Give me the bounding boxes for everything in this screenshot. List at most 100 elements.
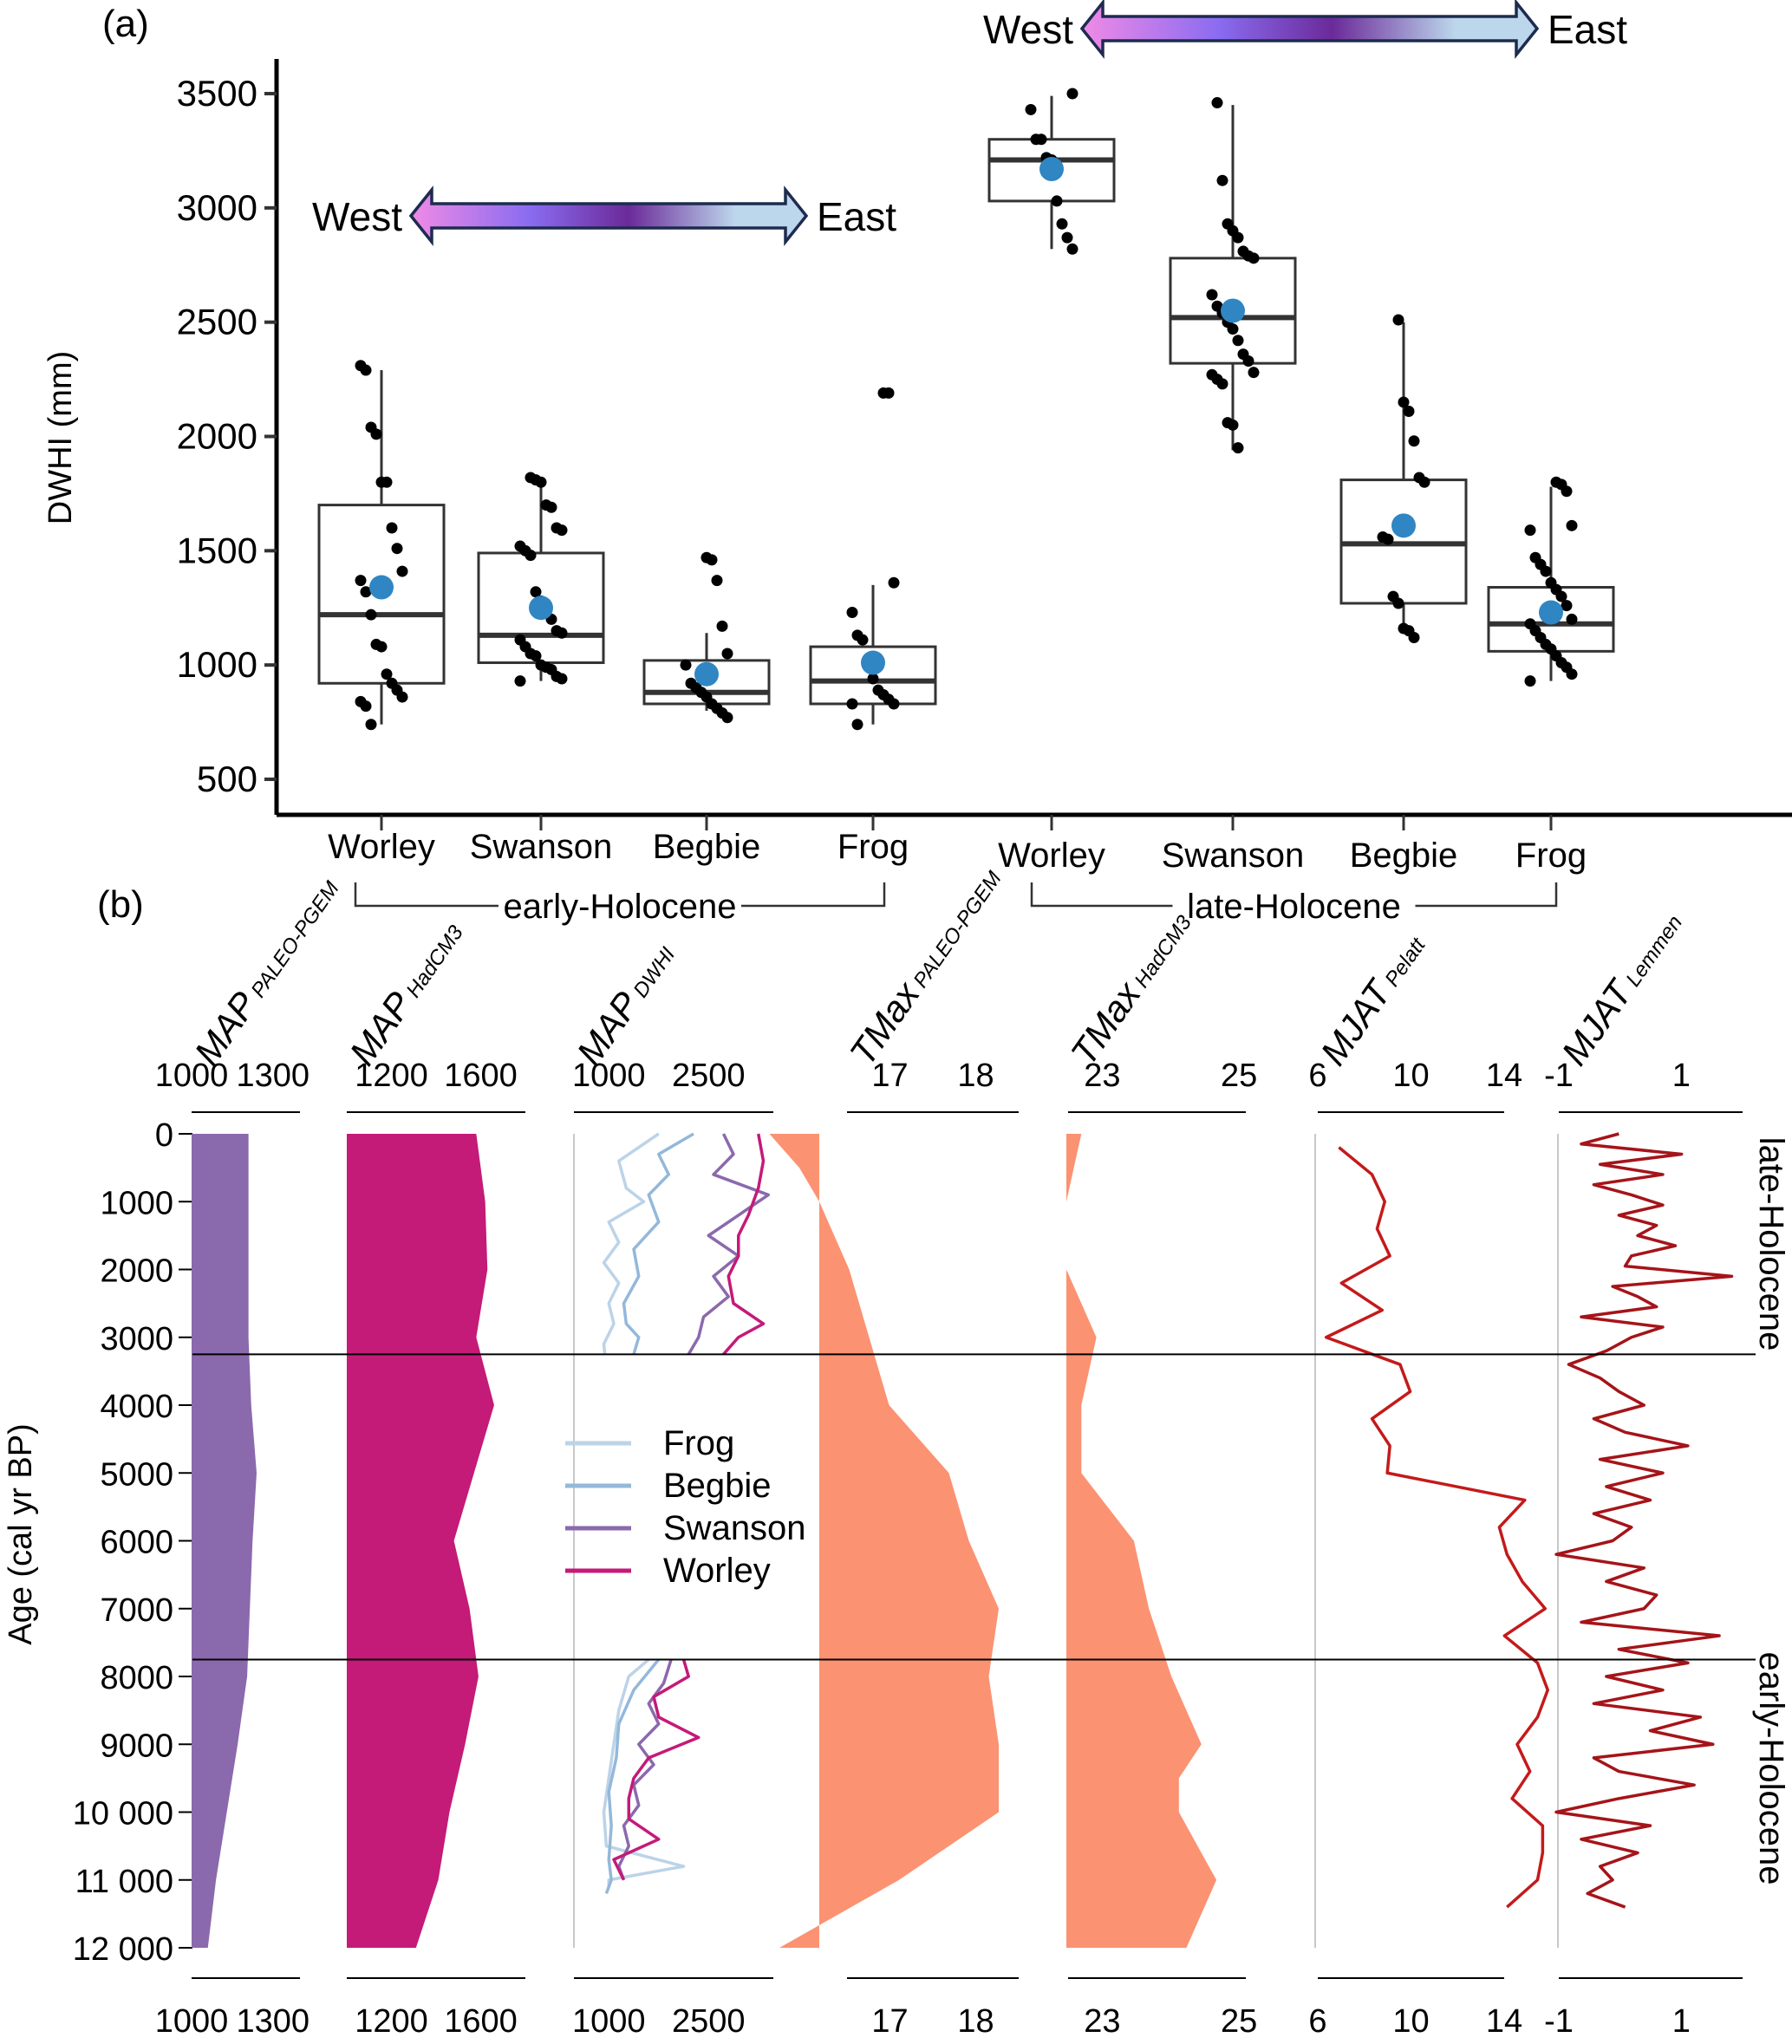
age-tick-label: 4000 xyxy=(100,1389,173,1425)
y-axis-label: DWHI (mm) xyxy=(42,351,79,524)
mean-marker xyxy=(1539,600,1563,625)
data-point xyxy=(396,691,408,703)
data-point xyxy=(1418,476,1430,488)
track-map-hadcm3: MAPHadCM31200160012001600mm xyxy=(342,913,525,2040)
data-point xyxy=(365,609,377,621)
boxplot-3 xyxy=(809,387,937,731)
y-tick-label: 2000 xyxy=(177,416,257,457)
mean-marker xyxy=(529,596,553,621)
west-label: West xyxy=(312,194,402,239)
scale-bar-bottom: 12001600mm xyxy=(347,1977,525,2040)
track-title: MAPHadCM3 xyxy=(342,913,471,1073)
age-tick-label: 6000 xyxy=(100,1525,173,1561)
series-line-begbie xyxy=(604,1658,661,1895)
group-brackets: early-Holocene late-Holocene xyxy=(354,882,1558,926)
mean-marker xyxy=(861,650,885,675)
age-tick-label: 9000 xyxy=(100,1728,173,1764)
scale-tick-label: -1 xyxy=(1544,1058,1574,1094)
scale-bar-bottom: 10001300mm xyxy=(155,1977,310,2040)
age-tick-label: 7000 xyxy=(100,1592,173,1629)
data-point xyxy=(888,576,900,589)
data-point xyxy=(1025,103,1037,115)
data-point xyxy=(355,575,367,587)
bracket-right xyxy=(741,882,886,908)
data-point xyxy=(1566,613,1578,625)
legend-label: Worley xyxy=(663,1552,771,1590)
data-point xyxy=(711,575,723,587)
series-line xyxy=(1324,1146,1549,1909)
data-point xyxy=(1227,419,1239,431)
boxplot-5 xyxy=(1169,97,1297,454)
panel-b-label: (b) xyxy=(97,883,144,926)
west-east-arrows: West East West East xyxy=(312,0,1627,246)
data-point xyxy=(1561,600,1573,612)
boxplots xyxy=(317,88,1615,731)
panel-b: (b) Age (cal yr BP) 0 1000 2000 3000 4000 500… xyxy=(3,867,1790,2040)
scale-tick-label: 1300 xyxy=(236,2003,310,2040)
legend: Frog Begbie Swanson Worley xyxy=(565,1424,806,1590)
data-point xyxy=(1051,195,1063,207)
east-label: East xyxy=(817,194,896,239)
data-point xyxy=(857,634,869,646)
data-point xyxy=(396,565,408,577)
data-point xyxy=(851,719,863,731)
scale-tick-label: 1000 xyxy=(155,2003,229,2040)
data-point xyxy=(721,648,733,660)
area-fill xyxy=(1066,1134,1217,1948)
series-line-swanson xyxy=(687,1133,770,1356)
bracket-right xyxy=(1415,882,1558,908)
scale-tick-label: 1600 xyxy=(444,1058,518,1094)
age-axis: 0 1000 2000 3000 4000 5000 6000 7000 8000 9000 10 … xyxy=(73,1117,193,1968)
data-point xyxy=(846,698,858,710)
group-label: early-Holocene xyxy=(503,888,736,926)
data-point xyxy=(381,668,393,680)
x-tick-label: Frog xyxy=(1515,836,1587,875)
scale-tick-label: 1200 xyxy=(355,1058,428,1094)
arrow-shape xyxy=(408,186,809,246)
scale-tick-label: 17 xyxy=(871,1058,908,1094)
data-point xyxy=(1232,231,1244,244)
data-point xyxy=(1216,174,1228,186)
scale-bar-top: 6 10 14 xyxy=(1308,1058,1522,1113)
scale-tick-label: 23 xyxy=(1084,2003,1120,2040)
mean-marker xyxy=(1391,513,1416,538)
age-tick-label: 12 000 xyxy=(73,1931,173,1968)
scale-tick-label: 14 xyxy=(1486,1058,1522,1094)
scale-tick-label: 1000 xyxy=(572,2003,646,2040)
age-tick-label: 5000 xyxy=(100,1456,173,1493)
x-tick-label: Begbie xyxy=(1350,836,1458,875)
mean-marker xyxy=(694,661,719,687)
data-point xyxy=(1392,597,1404,609)
age-tick-label: 0 xyxy=(155,1117,173,1154)
mean-marker xyxy=(1221,298,1245,323)
data-point xyxy=(1566,668,1578,680)
data-point xyxy=(1540,565,1552,577)
track-title: MAPPALEO-PGEM xyxy=(186,869,346,1072)
data-point xyxy=(1555,590,1567,602)
track-title: MJATPelatt xyxy=(1313,925,1433,1073)
data-point xyxy=(867,673,879,685)
age-tick-label: 8000 xyxy=(100,1660,173,1696)
scale-tick-label: 10 xyxy=(1392,2003,1429,2040)
legend-item: Worley xyxy=(565,1552,771,1590)
track-title-subscript: PALEO-PGEM xyxy=(246,877,343,1002)
data-point xyxy=(888,698,900,710)
east-label: East xyxy=(1548,7,1627,52)
scale-tick-label: 1200 xyxy=(355,2003,428,2040)
series-line-frog xyxy=(602,1658,686,1887)
arrow-shape xyxy=(1079,0,1540,59)
group-label: late-Holocene xyxy=(1187,888,1401,926)
data-point xyxy=(381,476,393,488)
legend-item: Begbie xyxy=(565,1467,772,1505)
scale-tick-label: 17 xyxy=(871,2003,908,2040)
boxplot-2 xyxy=(642,551,771,724)
series-line xyxy=(1554,1132,1734,1909)
y-tick-label: 1000 xyxy=(177,644,257,685)
scale-tick-label: 6 xyxy=(1308,1058,1326,1094)
data-point xyxy=(1066,88,1078,100)
data-point xyxy=(1211,97,1223,109)
